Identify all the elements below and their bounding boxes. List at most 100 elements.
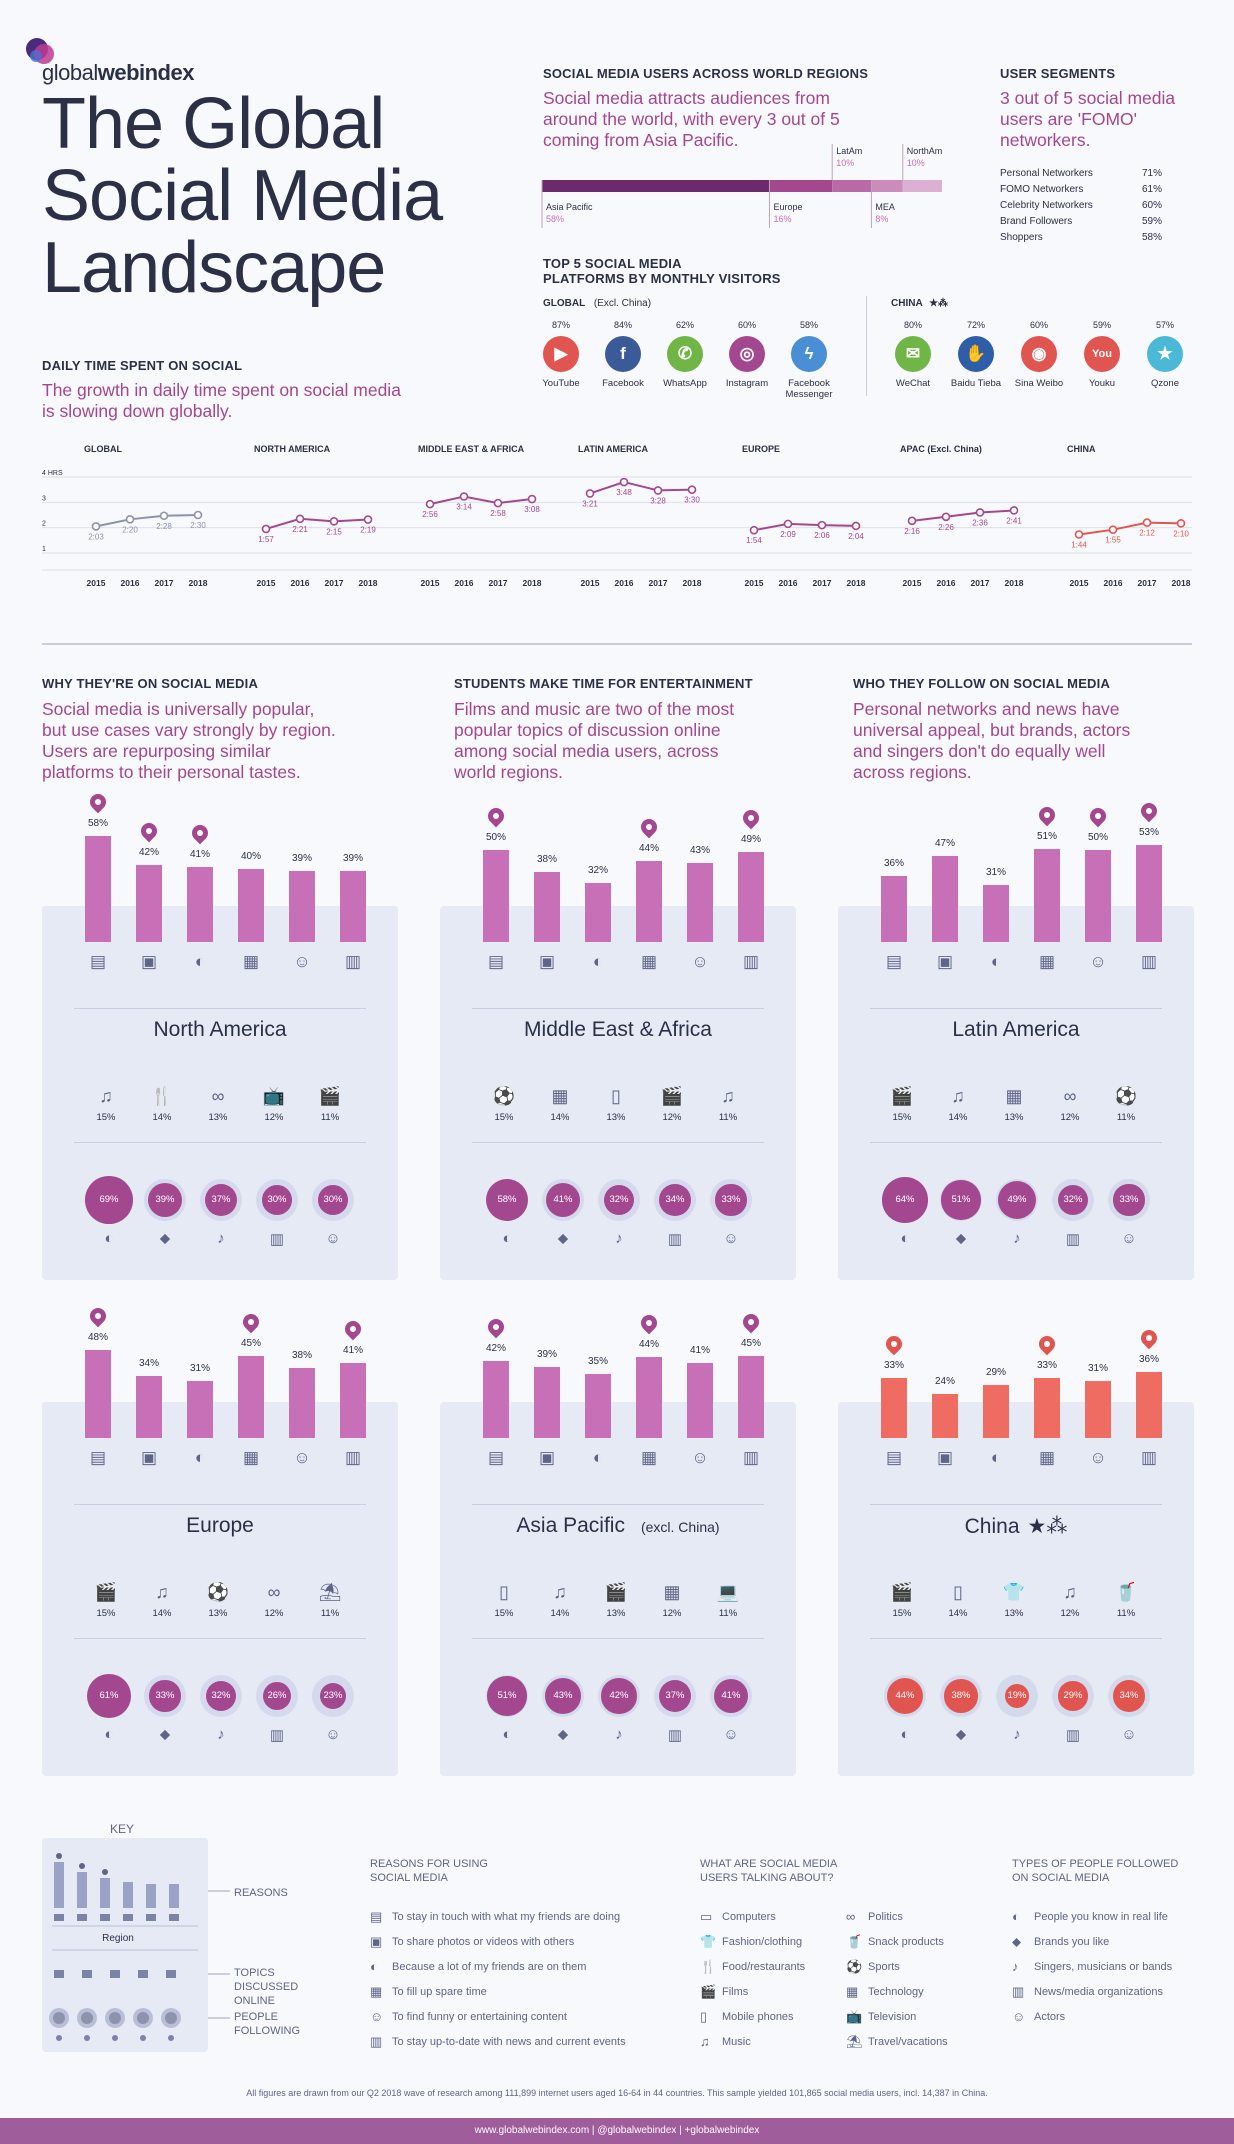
face-icon: ☺ xyxy=(325,1726,341,1743)
point-label: 2:15 xyxy=(326,527,342,536)
palette-icon: ◐ xyxy=(104,1230,114,1247)
reason-value: 42% xyxy=(138,847,159,858)
x-tick-label: 2017 xyxy=(489,578,508,588)
segment-row: FOMO Networkers 61% xyxy=(1000,184,1162,200)
reason-value: 45% xyxy=(740,1337,761,1349)
series-line xyxy=(911,509,1015,522)
region-segment-1 xyxy=(769,180,833,192)
key-bubble xyxy=(53,2012,65,2024)
topic-pct: 11% xyxy=(1116,1608,1136,1619)
reason-value: 33% xyxy=(1036,1359,1057,1371)
tag-icon: ⬥ xyxy=(159,1726,171,1743)
reason-bar xyxy=(932,855,958,942)
follow-bubble: 61% xyxy=(87,1674,131,1718)
calendar-icon: ▦ xyxy=(1038,1448,1056,1467)
news-icon: ▥ xyxy=(667,1727,683,1744)
topic-pct: 11% xyxy=(320,1112,340,1123)
platform-pct: 84% xyxy=(613,320,632,330)
x-tick-label: 2018 xyxy=(683,578,702,588)
reason-bar xyxy=(238,1355,264,1438)
key-follow-icon xyxy=(56,2035,62,2041)
series-point xyxy=(459,492,469,501)
topic-icon: ♫ xyxy=(951,1086,965,1106)
topic-icon: ♫ xyxy=(553,1582,567,1602)
platform-name: Facebook xyxy=(602,378,644,389)
platform-name: WeChat xyxy=(895,378,931,389)
segment-name: Shoppers xyxy=(1000,232,1043,243)
legend-text: People you know in real life xyxy=(1034,1910,1168,1923)
point-label: 2:19 xyxy=(360,526,376,535)
legend-text: Technology xyxy=(868,1985,924,1998)
x-tick-label: 2018 xyxy=(189,578,208,588)
segments-lead: 3 out of 5 social media users are 'FOMO'… xyxy=(1000,88,1176,150)
top-reason-marker xyxy=(484,1315,508,1339)
segment-pct: 61% xyxy=(1141,184,1162,195)
series-point xyxy=(619,477,629,487)
legend-item: ☺ Actors xyxy=(1012,2004,1172,2029)
legend-icon: 🎬 xyxy=(700,1983,717,1999)
news-icon: ▥ xyxy=(742,1448,760,1467)
top-reason-marker xyxy=(637,1312,661,1335)
topic-pct: 13% xyxy=(208,1608,228,1619)
reason-value: 58% xyxy=(87,817,108,829)
topic-item: ▯ 14% xyxy=(933,1582,983,1619)
footer-bar: www.globalwebindex.com | @globalwebindex… xyxy=(0,2118,1234,2144)
series-line xyxy=(265,517,369,530)
topic-pct: 15% xyxy=(96,1112,116,1123)
reason-bar xyxy=(85,1350,111,1438)
follow-bubble: 43% xyxy=(545,1678,581,1714)
music-stand-icon: ♪ xyxy=(217,1726,225,1743)
legend-icon: 🥤 xyxy=(846,1933,863,1949)
follow-bubble: 33% xyxy=(715,1184,747,1216)
series-label: GLOBAL xyxy=(84,444,122,454)
legend-text: Food/restaurants xyxy=(722,1960,806,1973)
marker-dot xyxy=(491,1322,501,1332)
series-point xyxy=(493,498,503,508)
china-stars-icon: ★⁂ xyxy=(1027,1515,1068,1538)
point-label: 1:44 xyxy=(1071,541,1087,550)
platform-pct: 72% xyxy=(966,320,985,330)
legend-icon: ∞ xyxy=(846,1909,856,1924)
legend-text: Television xyxy=(868,2010,917,2023)
key-bar xyxy=(146,1884,156,1908)
topic-pct: 14% xyxy=(152,1112,172,1123)
reason-value: 33% xyxy=(883,1359,904,1371)
face-icon: ☺ xyxy=(723,1230,739,1247)
follow-bubble: 30% xyxy=(318,1185,348,1215)
segment-pct: 59% xyxy=(1141,216,1162,227)
reason-value: 50% xyxy=(485,832,506,844)
platform-name: YouTube xyxy=(542,378,580,389)
key-follow-icon xyxy=(168,2035,174,2041)
reason-bar xyxy=(983,1384,1009,1438)
people-legend: ◐ People you know in real life ⬥ Brands you… xyxy=(1012,1904,1172,2029)
series-point xyxy=(1074,530,1084,539)
segment-pct: 60% xyxy=(1141,200,1162,211)
legend-item: 🎬 Films xyxy=(700,1979,805,2004)
reason-bar xyxy=(636,861,662,942)
legend-text: Films xyxy=(722,1985,749,1998)
face-icon: ☺ xyxy=(325,1230,341,1247)
legend-item: 🥤 Snack products xyxy=(846,1929,948,1954)
marker-dot xyxy=(746,813,756,823)
point-label: 3:28 xyxy=(650,496,666,505)
segment-name: Brand Followers xyxy=(1000,216,1073,227)
topic-pct: 12% xyxy=(1060,1608,1080,1619)
follow-bubble: 69% xyxy=(85,1176,133,1224)
key-bar xyxy=(123,1882,133,1908)
topic-pct: 13% xyxy=(1004,1608,1024,1619)
reason-value: 45% xyxy=(240,1337,261,1349)
section-divider xyxy=(42,643,1192,645)
legend-item: ▣ To share photos or videos with others xyxy=(370,1929,626,1954)
point-label: 1:57 xyxy=(258,535,274,544)
series-point xyxy=(425,499,435,509)
panel-divider xyxy=(870,1504,1162,1505)
reason-bar xyxy=(187,866,213,942)
palette-icon: ◐ xyxy=(592,1448,604,1467)
follow-bubble: 33% xyxy=(1113,1184,1145,1216)
tag-icon: ⬥ xyxy=(955,1726,967,1743)
follow-bubble: 32% xyxy=(1057,1184,1089,1216)
legend-item: ▭ Computers xyxy=(700,1904,805,1929)
x-tick-label: 2017 xyxy=(649,578,668,588)
legend-text: Mobile phones xyxy=(722,2010,794,2023)
y-tick-label: 1 xyxy=(42,546,46,553)
